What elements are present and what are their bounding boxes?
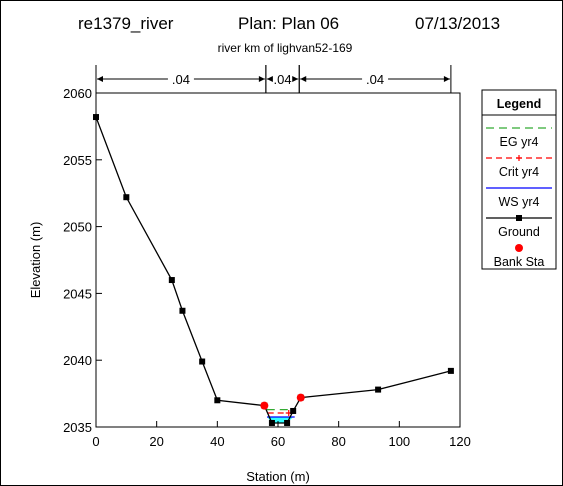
x-tick-label: 40 [210, 434, 224, 449]
series-layer [93, 114, 454, 426]
bank-sta-point [260, 401, 269, 410]
legend-ground-marker [516, 215, 522, 221]
ground-point [168, 277, 175, 284]
ground-point [447, 367, 454, 374]
y-tick-label: 2060 [63, 86, 92, 101]
x-tick-label: 0 [92, 434, 99, 449]
x-tick-label: 100 [388, 434, 410, 449]
manning-n-label: .04 [172, 72, 190, 87]
x-tick-label: 120 [449, 434, 471, 449]
legend-crit-yr4-label: Crit yr4 [499, 165, 539, 179]
bank-sta-point [296, 393, 305, 402]
legend-title: Legend [497, 97, 541, 111]
legend: Legend EG yr4 Crit yr4 WS yr4 Ground Bank St… [481, 89, 557, 270]
legend-ws-yr4-label: WS yr4 [499, 195, 540, 209]
legend-items: EG yr4 Crit yr4 WS yr4 Ground Bank Sta [486, 127, 552, 269]
x-tick-label: 60 [271, 434, 285, 449]
ground-point [214, 397, 221, 404]
y-axis-label: Elevation (m) [28, 222, 43, 299]
x-tick-label: 80 [331, 434, 345, 449]
legend-ground-label: Ground [498, 225, 540, 239]
manning-arrowhead [266, 76, 273, 82]
ground-point [284, 419, 291, 426]
plan-id: re1379_river [78, 14, 174, 33]
y-tick-label: 2050 [63, 220, 92, 235]
plan-label: Plan: Plan 06 [238, 14, 339, 33]
manning-n-annotations: .04 .04 .04 [95, 65, 452, 93]
ground-point [179, 307, 186, 314]
legend-crit-yr4-marker [516, 155, 522, 161]
plan-date: 07/13/2013 [415, 14, 500, 33]
y-tick-label: 2045 [63, 286, 92, 301]
ground-point [375, 386, 382, 393]
manning-n-label: .04 [366, 72, 384, 87]
legend-bank-sta-swatch [515, 244, 523, 252]
legend-box [481, 89, 557, 270]
ground-point [290, 407, 297, 414]
legend-eg-yr4-label: EG yr4 [500, 135, 539, 149]
y-tick-label: 2040 [63, 353, 92, 368]
manning-arrowhead [443, 76, 450, 82]
manning-arrowhead [292, 76, 299, 82]
chart-subtitle: river km of lighvan52-169 [218, 41, 353, 55]
legend-bank-sta-label: Bank Sta [494, 255, 545, 269]
ground-point [268, 419, 275, 426]
ground-point [123, 194, 130, 201]
x-tick-label: 20 [149, 434, 163, 449]
ground-point [93, 114, 99, 121]
y-tick-label: 2035 [63, 420, 92, 435]
x-axis-label: Station (m) [246, 469, 310, 484]
y-tick-label: 2055 [63, 153, 92, 168]
manning-n-label: .04 [274, 72, 292, 87]
manning-arrowhead [258, 76, 265, 82]
manning-arrowhead [97, 76, 103, 82]
ground-point [199, 358, 206, 365]
manning-arrowhead [300, 76, 307, 82]
